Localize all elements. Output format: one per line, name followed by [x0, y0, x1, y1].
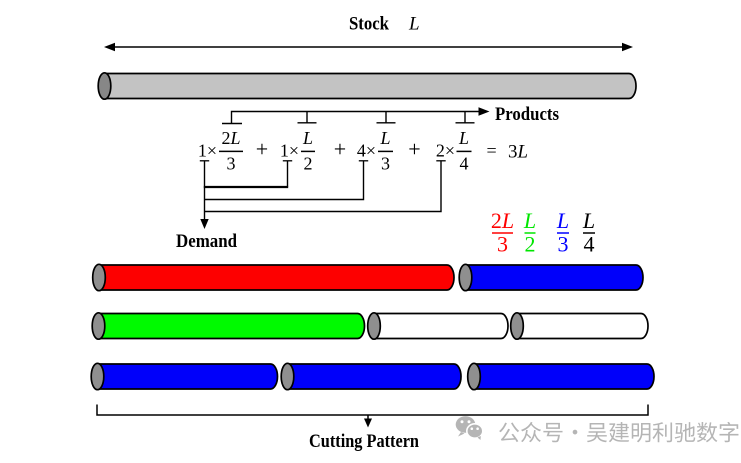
svg-text:Stock: Stock: [349, 15, 390, 35]
svg-text:L: L: [408, 14, 420, 35]
svg-text:Cutting Pattern: Cutting Pattern: [309, 431, 419, 452]
svg-text:L: L: [556, 208, 569, 233]
svg-text:4: 4: [460, 153, 469, 173]
svg-text:L: L: [582, 208, 595, 233]
svg-text:4×: 4×: [357, 141, 376, 161]
svg-text:2: 2: [304, 153, 313, 173]
svg-text:4: 4: [584, 232, 595, 257]
svg-text:3L: 3L: [508, 142, 528, 163]
svg-text:=: =: [487, 141, 497, 161]
svg-text:3: 3: [497, 232, 508, 257]
svg-text:L: L: [379, 128, 390, 148]
svg-text:2L: 2L: [491, 208, 514, 233]
svg-text:L: L: [302, 128, 313, 148]
svg-text:2: 2: [525, 232, 536, 257]
svg-text:L: L: [523, 208, 536, 233]
svg-text:+: +: [334, 137, 346, 162]
svg-text:1×: 1×: [198, 141, 217, 161]
svg-text:+: +: [408, 137, 420, 162]
svg-text:+: +: [256, 137, 268, 162]
svg-text:Demand: Demand: [176, 231, 237, 252]
svg-text:1×: 1×: [280, 141, 299, 161]
svg-text:3: 3: [558, 232, 569, 257]
svg-text:2L: 2L: [221, 128, 240, 148]
svg-text:2×: 2×: [436, 141, 455, 161]
svg-text:L: L: [458, 128, 469, 148]
svg-text:Products: Products: [495, 104, 559, 125]
svg-text:3: 3: [381, 153, 390, 173]
svg-text:3: 3: [227, 153, 236, 173]
